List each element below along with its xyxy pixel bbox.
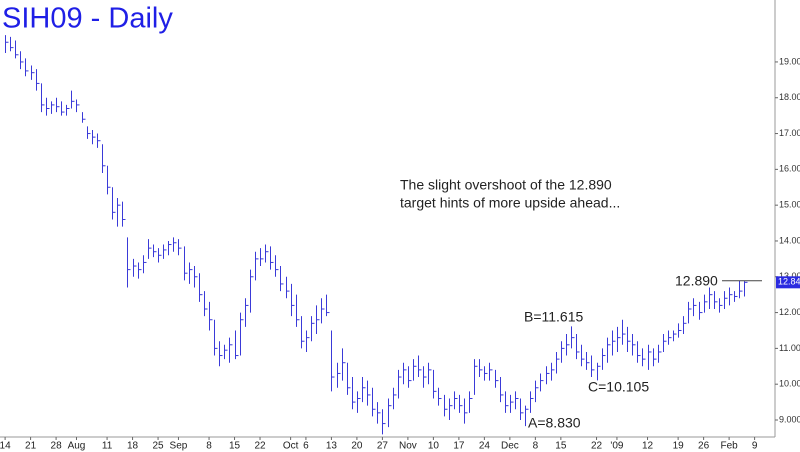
- x-tick-label: 15: [229, 441, 241, 452]
- target-label: 12.890: [675, 272, 718, 288]
- x-tick-label: 12: [642, 441, 654, 452]
- last-price-label: 12.845: [778, 277, 800, 287]
- x-tick-label: 17: [453, 441, 465, 452]
- x-tick-label: 9: [752, 441, 758, 452]
- y-tick-label: 18.000: [779, 92, 800, 102]
- x-tick-label: 20: [351, 441, 363, 452]
- x-tick-label: Dec: [501, 441, 519, 452]
- y-tick-label: 13.000: [779, 271, 800, 281]
- x-tick-label: 22: [254, 441, 266, 452]
- last-price-box: [776, 276, 800, 289]
- chart-title: SIH09 - Daily: [2, 3, 173, 35]
- x-tick-label: 24: [479, 441, 491, 452]
- x-tick-label: 10: [428, 441, 440, 452]
- annotation: target hints of more upside ahead...: [400, 195, 620, 211]
- x-tick-label: 22: [591, 441, 603, 452]
- y-tick-label: 17.000: [779, 128, 800, 138]
- x-tick-label: 21: [25, 441, 37, 452]
- x-tick-label: 6: [303, 441, 309, 452]
- x-tick-label: 8: [206, 441, 212, 452]
- y-tick-label: 15.000: [779, 200, 800, 210]
- x-tick-label: 28: [51, 441, 63, 452]
- y-tick-label: 9.000: [779, 414, 800, 424]
- y-tick-label: 10.000: [779, 379, 800, 389]
- annotation: The slight overshoot of the 12.890: [400, 177, 612, 193]
- annotation: B=11.615: [524, 309, 584, 325]
- y-tick-label: 12.000: [779, 307, 800, 317]
- y-tick-label: 11.000: [779, 343, 800, 353]
- x-tick-label: Oct: [283, 441, 299, 452]
- annotation: C=10.105: [588, 379, 649, 395]
- x-tick-label: 18: [127, 441, 139, 452]
- annotation: A=8.830: [528, 415, 581, 431]
- y-tick-label: 14.000: [779, 235, 800, 245]
- x-tick-label: 13: [326, 441, 338, 452]
- x-tick-label: 8: [533, 441, 539, 452]
- x-tick-label: '09: [610, 441, 623, 452]
- x-tick-label: 25: [152, 441, 164, 452]
- x-tick-label: 27: [377, 441, 389, 452]
- x-tick-label: 14: [0, 441, 11, 452]
- x-tick-label: 11: [102, 441, 113, 452]
- x-tick-label: 19: [673, 441, 685, 452]
- x-tick-label: Nov: [399, 441, 417, 452]
- y-tick-label: 16.000: [779, 164, 800, 174]
- x-tick-label: 26: [698, 441, 710, 452]
- y-tick-label: 19.000: [779, 56, 800, 66]
- x-tick-label: Feb: [720, 441, 738, 452]
- x-tick-label: Aug: [68, 441, 86, 452]
- x-tick-label: 15: [555, 441, 567, 452]
- x-tick-label: Sep: [170, 441, 188, 452]
